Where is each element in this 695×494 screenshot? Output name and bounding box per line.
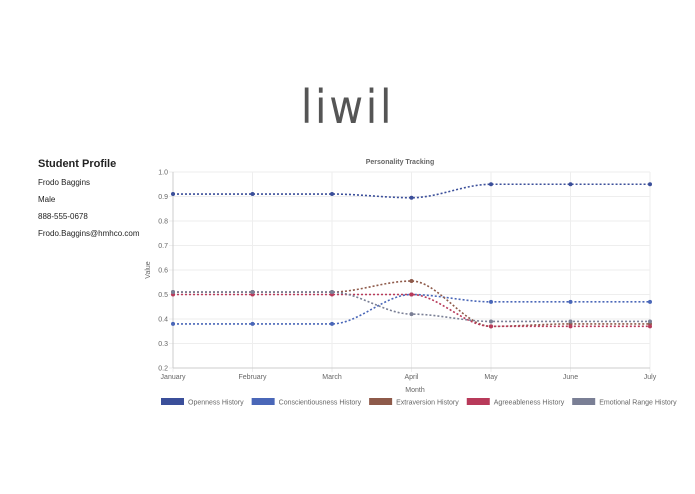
x-tick-label: January — [161, 374, 186, 381]
y-tick-label: 0.8 — [158, 219, 168, 226]
data-point — [489, 324, 493, 329]
data-point — [568, 324, 573, 329]
profile-phone: 888-555-0678 — [38, 212, 88, 221]
profile-name: Frodo Baggins — [38, 178, 91, 187]
logo: liwil — [300, 80, 395, 134]
legend-label[interactable]: Extraversion History — [396, 400, 459, 407]
data-point — [330, 290, 334, 295]
y-tick-label: 0.3 — [158, 341, 168, 348]
y-tick-label: 0.4 — [158, 317, 168, 324]
legend-label[interactable]: Agreeableness History — [494, 400, 565, 407]
data-point — [409, 195, 414, 200]
y-axis-label: Value — [145, 261, 152, 278]
x-tick-label: February — [238, 374, 267, 381]
y-tick-label: 0.9 — [158, 194, 168, 201]
data-point — [250, 290, 255, 295]
legend-label[interactable]: Conscientiousness History — [279, 400, 362, 407]
y-tick-label: 0.7 — [158, 243, 168, 250]
legend-swatch[interactable] — [161, 398, 184, 405]
data-point — [250, 192, 255, 197]
legend-swatch[interactable] — [572, 398, 596, 405]
x-tick-label: May — [484, 374, 498, 381]
data-point — [409, 279, 414, 284]
profile-gender: Male — [38, 195, 56, 204]
data-point — [171, 192, 175, 197]
data-point — [489, 182, 493, 187]
legend-label[interactable]: Openness History — [188, 400, 244, 407]
y-tick-label: 0.6 — [158, 268, 168, 275]
chart-title: Personality Tracking — [366, 159, 434, 166]
data-point — [250, 321, 255, 326]
data-point — [171, 290, 175, 295]
profile-title: Student Profile — [38, 158, 117, 170]
data-point — [409, 292, 414, 297]
x-tick-label: June — [563, 374, 578, 381]
data-point — [648, 299, 652, 304]
y-tick-label: 0.2 — [158, 366, 168, 373]
x-tick-label: April — [404, 374, 418, 381]
data-point — [409, 312, 414, 317]
data-point — [330, 192, 334, 197]
x-axis-label: Month — [405, 387, 425, 394]
y-tick-label: 0.5 — [158, 292, 168, 299]
legend-swatch[interactable] — [369, 398, 393, 405]
data-point — [648, 182, 652, 187]
data-point — [568, 319, 573, 324]
data-point — [568, 182, 573, 187]
legend-swatch[interactable] — [466, 398, 490, 405]
student-profile: Student Profile Frodo Baggins Male 888-5… — [38, 158, 140, 246]
legend-swatch[interactable] — [251, 398, 275, 405]
profile-email[interactable]: Frodo.Baggins@hmhco.com — [38, 229, 140, 238]
x-tick-label: March — [322, 374, 342, 381]
data-point — [330, 321, 334, 326]
data-point — [171, 321, 175, 326]
legend-label[interactable]: Emotional Range History — [599, 400, 677, 407]
x-tick-label: July — [644, 374, 657, 381]
data-point — [489, 299, 493, 304]
data-point — [489, 319, 493, 324]
data-point — [568, 299, 573, 304]
y-tick-label: 1.0 — [158, 170, 168, 177]
data-point — [648, 319, 652, 324]
data-point — [648, 324, 652, 329]
